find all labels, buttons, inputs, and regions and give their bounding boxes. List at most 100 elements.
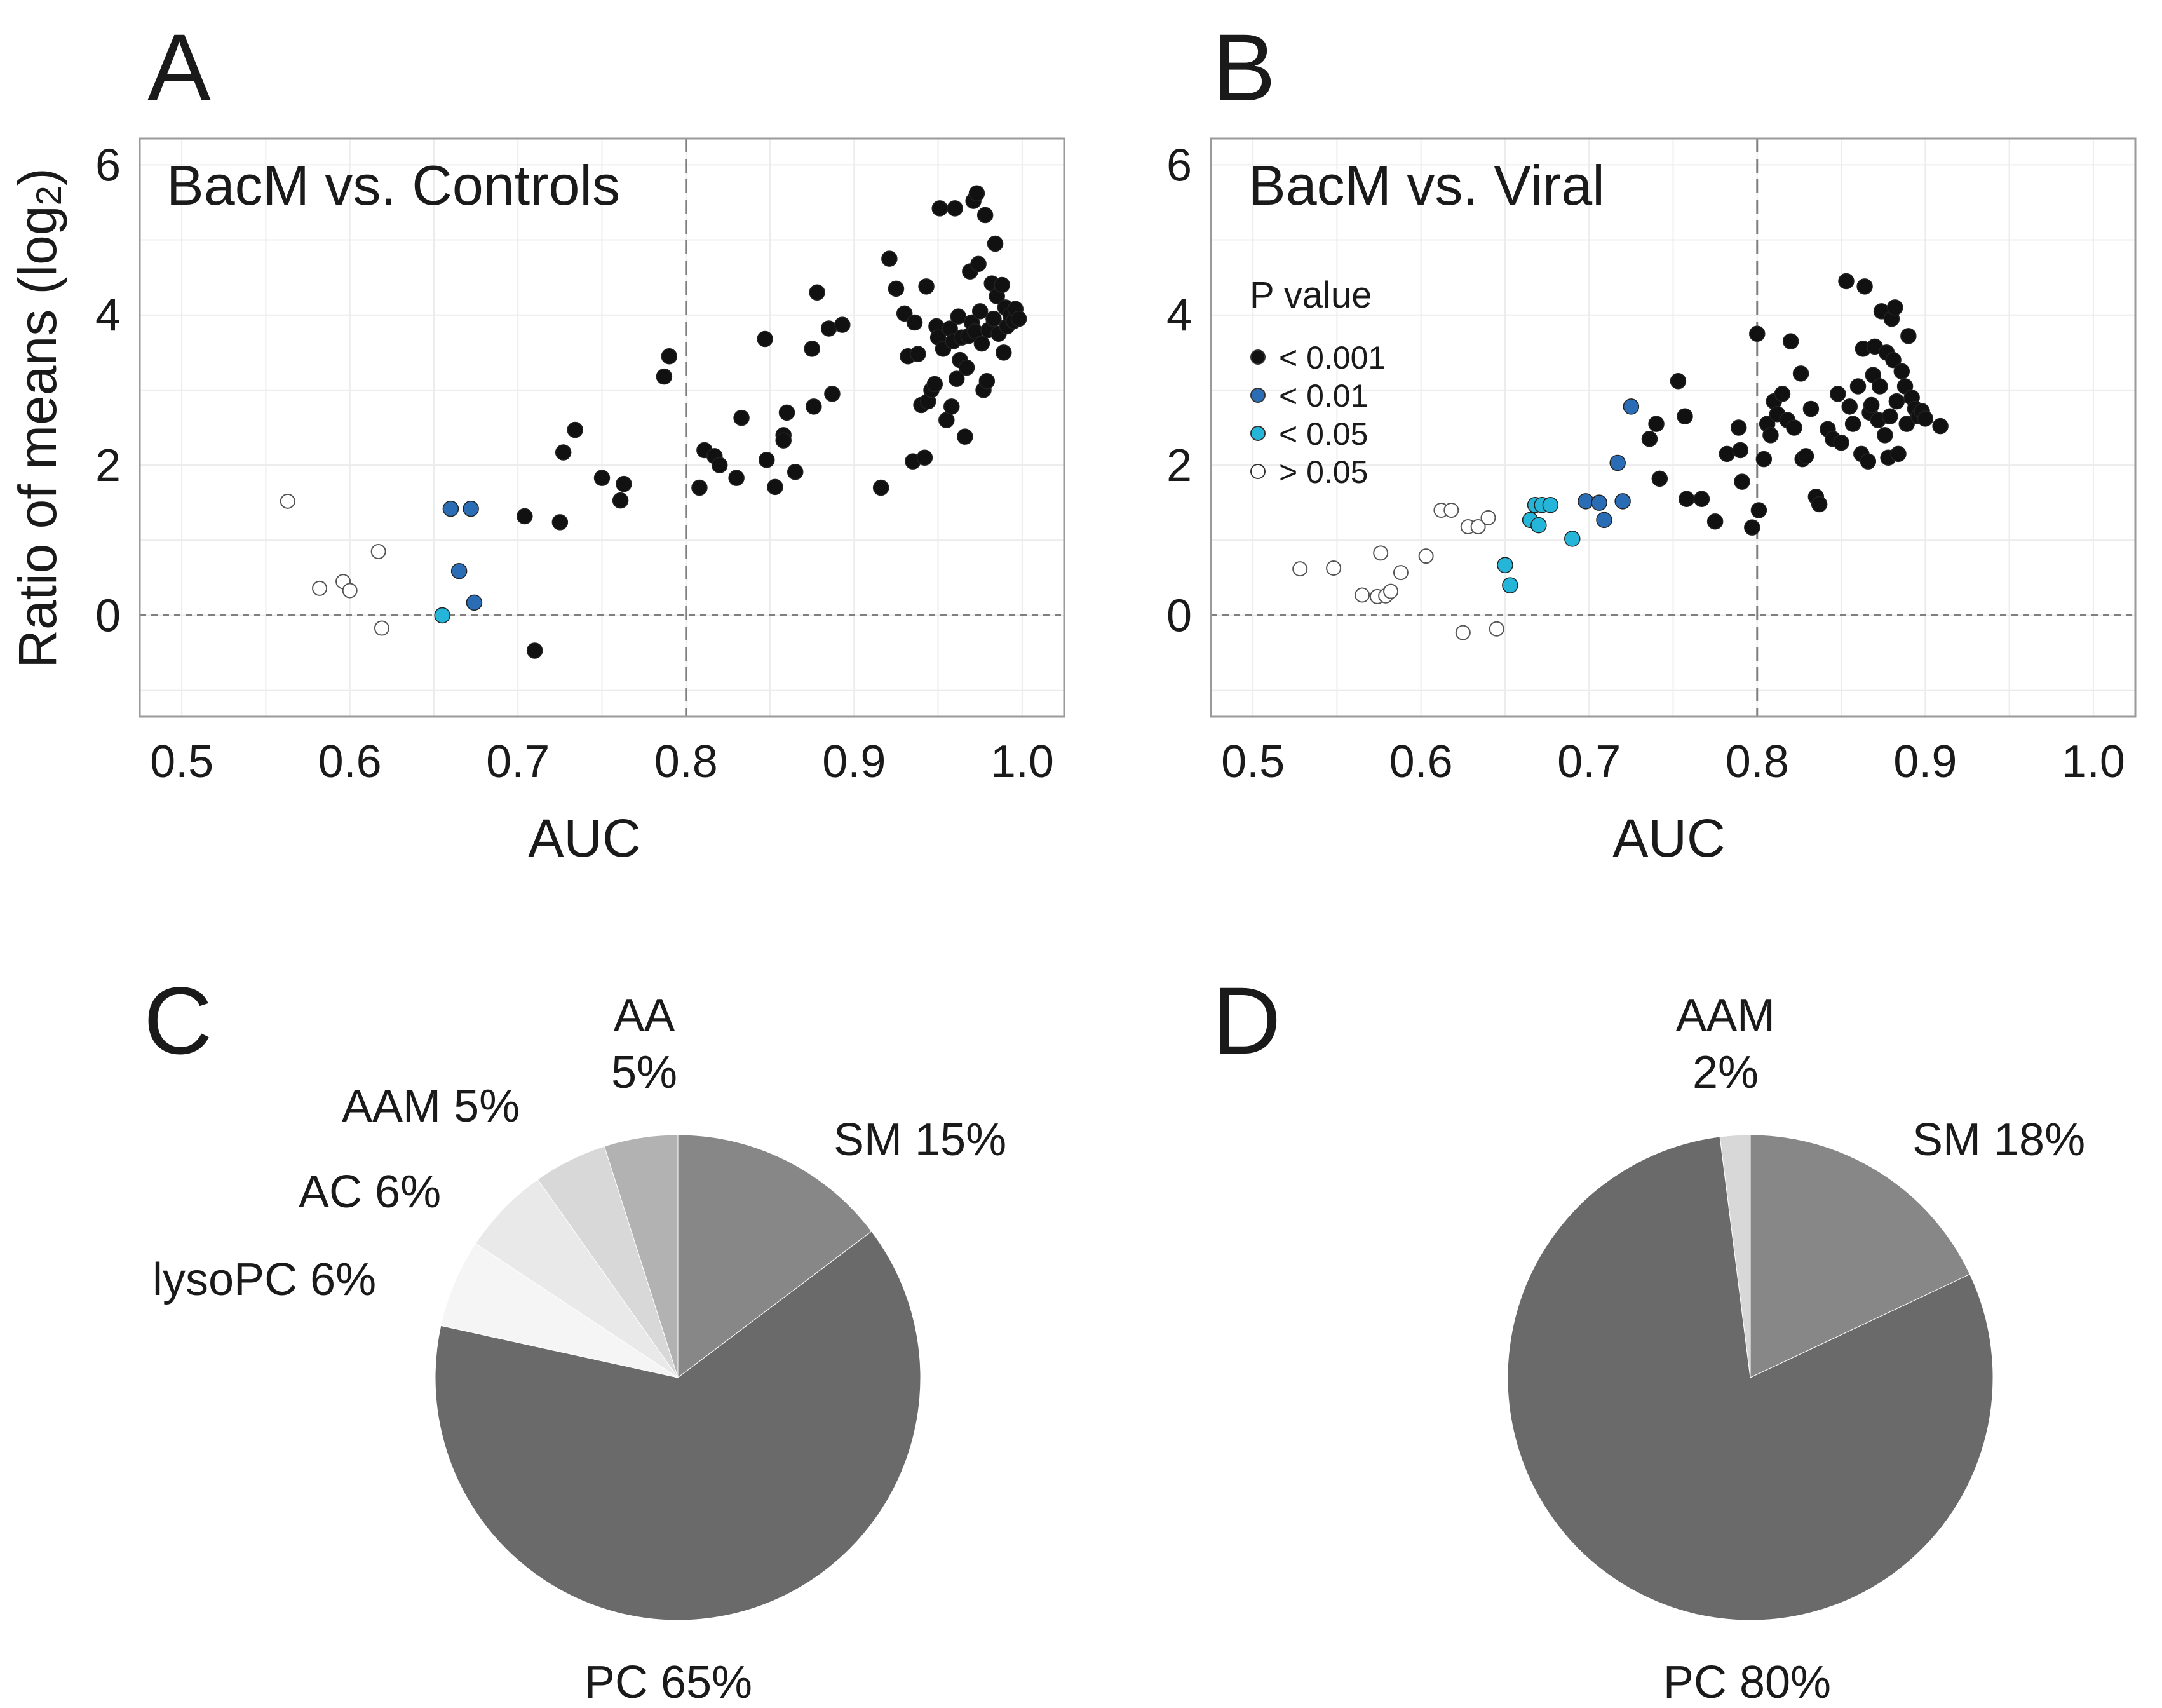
data-point — [1872, 378, 1888, 395]
data-point — [809, 284, 825, 301]
data-point — [1774, 386, 1791, 402]
y-tick-label: 2 — [95, 440, 121, 491]
data-point — [1542, 496, 1559, 513]
data-point — [806, 398, 822, 415]
data-point — [526, 642, 543, 659]
data-point — [957, 428, 973, 445]
data-point — [517, 508, 533, 525]
plot-frame-b — [1210, 137, 2137, 718]
legend-title: P value — [1250, 274, 1372, 316]
data-point — [1373, 545, 1389, 561]
data-point — [888, 280, 905, 297]
x-tick-label: 0.9 — [822, 736, 886, 787]
data-point — [466, 594, 483, 611]
data-point — [728, 470, 745, 486]
panel-a: A 0.5 0.6 0.7 0.8 0.9 1.0 0 2 4 6 BacM vs. Contro… — [8, 14, 1065, 868]
data-point — [1677, 408, 1693, 425]
pie-label-c-lysopc: lysoPC 6% — [152, 1254, 376, 1305]
data-point — [1841, 398, 1858, 415]
data-point — [950, 308, 967, 325]
x-tick-label: 0.5 — [1221, 736, 1285, 787]
data-point — [958, 359, 975, 376]
legend-marker-p001 — [1250, 349, 1266, 365]
data-point — [1591, 494, 1607, 511]
data-point — [1797, 448, 1814, 464]
legend-label-p001: < 0.001 — [1279, 340, 1386, 376]
pie-label-c-aam: AAM 5% — [342, 1081, 520, 1132]
data-point — [1877, 427, 1893, 444]
data-point — [1888, 393, 1905, 410]
legend-p-value: P value < 0.001 < 0.01 < 0.05 > 0.05 — [1250, 274, 1386, 490]
data-point — [970, 255, 987, 273]
data-point — [985, 310, 1002, 327]
x-tick-label: 0.7 — [1557, 736, 1621, 787]
pie-slice-ac — [475, 1179, 679, 1378]
data-point — [1670, 372, 1687, 390]
scatter-plot-b: 0.5 0.6 0.7 0.8 0.9 1.0 0 2 4 6 — [1166, 137, 2137, 787]
data-point — [1749, 325, 1766, 342]
data-point — [1833, 434, 1849, 451]
data-point — [1898, 416, 1915, 432]
data-point — [926, 376, 943, 393]
y-tick-label: 0 — [1166, 590, 1192, 641]
data-point — [824, 386, 841, 402]
data-point — [1849, 378, 1867, 395]
data-point — [1719, 445, 1735, 463]
data-point — [767, 478, 783, 496]
data-point — [370, 544, 386, 559]
y-tick-label: 2 — [1166, 440, 1192, 491]
plot-frame-a — [139, 137, 1065, 718]
data-point — [1355, 587, 1370, 603]
data-point — [994, 276, 1010, 294]
pie-chart-c — [435, 1134, 921, 1621]
data-point — [616, 475, 632, 492]
pie-label-c-ac: AC 6% — [299, 1167, 441, 1217]
data-point — [973, 335, 990, 352]
data-point — [872, 479, 889, 496]
data-point — [442, 500, 459, 517]
data-point — [450, 562, 468, 580]
data-point — [1830, 386, 1846, 402]
legend-marker-p05 — [1250, 426, 1266, 441]
data-point — [948, 370, 965, 387]
data-point — [1782, 333, 1799, 349]
pie-slice-lysopc — [440, 1243, 679, 1378]
pie-slice-aam — [1719, 1134, 1751, 1378]
data-point — [1480, 510, 1496, 525]
data-point — [1838, 273, 1855, 290]
data-point — [916, 449, 933, 466]
data-point — [1900, 328, 1917, 344]
pie-label-c-aa-pct: 5% — [611, 1047, 677, 1098]
data-point — [1497, 557, 1513, 574]
data-point — [593, 470, 611, 486]
x-tick-label: 0.7 — [486, 736, 550, 787]
x-tick-label: 0.6 — [1389, 736, 1453, 787]
pie-slice-pc — [435, 1231, 921, 1621]
data-point — [1292, 561, 1308, 577]
data-point — [1890, 445, 1907, 463]
data-point — [1792, 365, 1809, 382]
data-point — [1786, 419, 1802, 436]
data-point — [1641, 430, 1658, 447]
data-point — [1732, 442, 1749, 459]
data-point — [778, 404, 795, 421]
data-point — [1678, 491, 1695, 508]
panel-letter-a: A — [147, 14, 211, 121]
data-point — [820, 320, 837, 337]
data-point — [1860, 453, 1877, 470]
data-point — [943, 398, 960, 415]
data-point — [1489, 621, 1504, 637]
x-tick-label: 0.6 — [318, 736, 382, 787]
data-point — [978, 372, 996, 390]
data-point — [910, 346, 926, 362]
data-point — [1744, 519, 1760, 536]
data-point — [947, 200, 963, 217]
panel-c: C SM 15% PC 65% lysoPC 6% AC 6% AAM 5% A… — [144, 967, 1006, 1708]
data-point — [1693, 491, 1710, 508]
data-point — [1010, 310, 1027, 327]
data-point — [931, 200, 948, 217]
x-tick-label: 1.0 — [2062, 736, 2125, 787]
pie-label-d-aam: AAM — [1676, 990, 1775, 1041]
